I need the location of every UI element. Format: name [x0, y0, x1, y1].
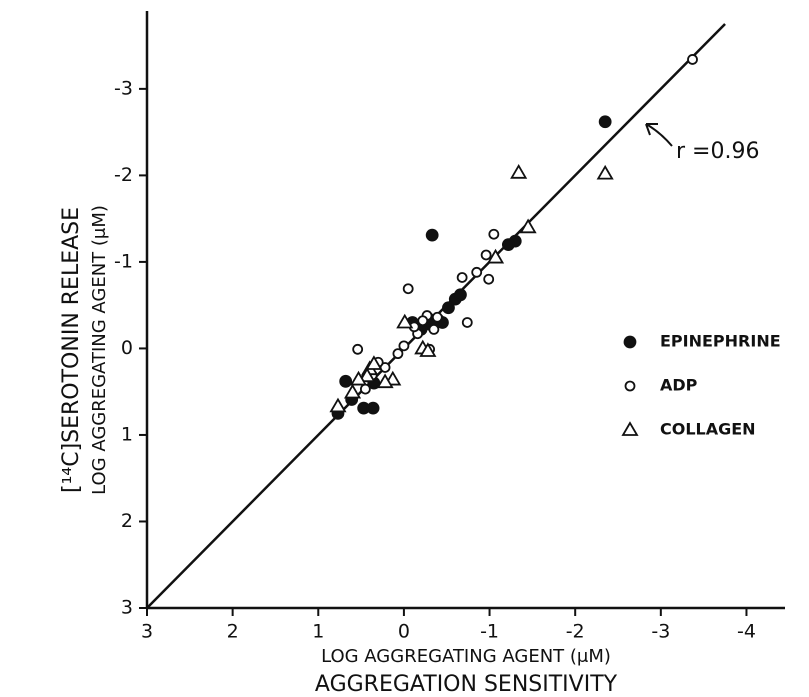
y-tick-label: 1 [121, 423, 133, 445]
annotation-arrow [645, 123, 673, 147]
point [359, 383, 371, 395]
legend-marker [621, 421, 639, 436]
point [428, 323, 440, 335]
legend-label: COLLAGEN [660, 420, 756, 439]
y-tick-label: 2 [121, 510, 133, 532]
point [392, 348, 404, 360]
point [431, 311, 443, 323]
point [483, 273, 495, 285]
x-tick-label: -2 [566, 621, 585, 643]
point [396, 313, 414, 329]
y-tick-label: 3 [121, 597, 133, 619]
x-tick-label: 2 [227, 621, 239, 643]
y-tick-label: -1 [114, 250, 133, 272]
point [349, 370, 368, 386]
point [352, 343, 364, 355]
point [398, 340, 410, 352]
x-axis-label-2: AGGREGATION SENSITIVITY [315, 672, 618, 697]
point [510, 164, 528, 179]
point [365, 355, 383, 370]
point [366, 401, 380, 415]
point [471, 266, 483, 278]
point [358, 367, 376, 383]
legend-marker [624, 380, 636, 392]
y-tick-label: -2 [114, 164, 133, 186]
point [687, 54, 698, 65]
point [442, 301, 455, 315]
point [419, 342, 437, 357]
legend-marker [623, 335, 637, 349]
legend-label: EPINEPHRINE [660, 332, 781, 351]
point [376, 373, 394, 389]
point [456, 272, 468, 283]
x-tick-label: -4 [737, 621, 756, 643]
point [425, 228, 439, 242]
point [519, 218, 537, 234]
point [343, 383, 362, 399]
point [454, 288, 467, 302]
point [417, 315, 429, 327]
y-tick-label: -3 [114, 77, 133, 99]
y-tick-label: 0 [121, 337, 133, 359]
y-axis-label-2: LOG AGGREGATING AGENT (μM) [89, 205, 110, 495]
x-tick-label: -1 [480, 621, 499, 643]
x-tick-label: -3 [651, 621, 670, 643]
point [461, 317, 473, 328]
annotation: r =0.96 [676, 139, 759, 164]
legend-label: ADP [660, 376, 698, 395]
point [402, 283, 414, 295]
x-axis-label: LOG AGGREGATING AGENT (μM) [321, 646, 611, 667]
point [596, 164, 614, 180]
x-tick-label: 3 [141, 621, 153, 643]
x-tick-label: 1 [312, 621, 324, 643]
point [501, 238, 515, 252]
point [488, 228, 500, 240]
point [329, 397, 347, 413]
point [486, 248, 505, 264]
x-tick-label: 0 [398, 621, 410, 643]
point [339, 374, 353, 388]
y-axis-label: [¹⁴C]SEROTONIN RELEASE [59, 207, 84, 493]
point [598, 115, 612, 129]
point [480, 249, 492, 261]
